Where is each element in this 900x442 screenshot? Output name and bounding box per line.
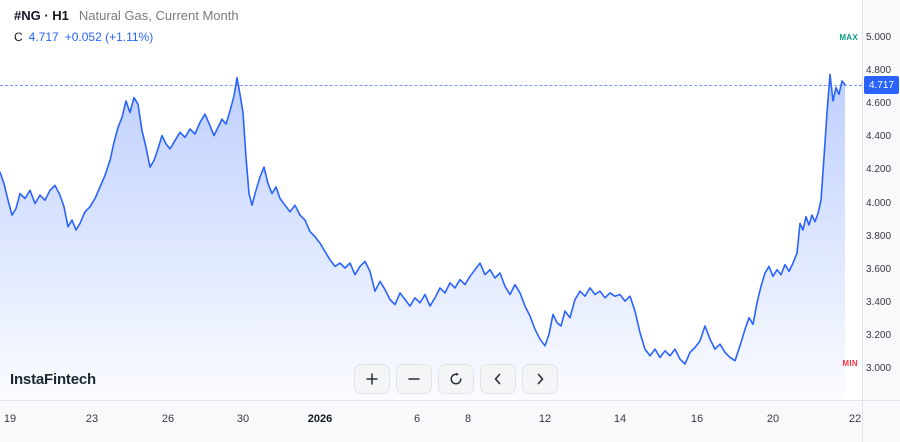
min-marker: MIN	[842, 359, 858, 368]
price-change-value: +0.052 (+1.11%)	[64, 30, 154, 44]
current-price-line	[0, 85, 862, 86]
price-tick-label: 3.800	[866, 231, 892, 242]
time-scale-divider	[0, 400, 900, 401]
price-scale[interactable]	[863, 0, 900, 400]
max-marker: MAX	[839, 33, 858, 42]
time-scale[interactable]: 19 23 26 30 2026 6 8 12 14 16 20 22	[0, 401, 900, 442]
price-tick-label: 4.000	[866, 198, 892, 209]
area-fill	[0, 74, 845, 400]
chevron-left-icon	[490, 371, 506, 387]
time-tick-label: 19	[3, 413, 17, 425]
time-tick-label: 6	[413, 413, 421, 425]
quote-row: C 4.717 +0.052 (+1.11%)	[14, 30, 239, 44]
chart-toolbar	[354, 364, 558, 394]
symbol-title[interactable]: #NG · H1	[14, 8, 69, 23]
price-tick-label: 4.200	[866, 164, 892, 175]
current-price-badge: 4.717	[864, 76, 899, 94]
last-price-value: 4.717	[28, 30, 59, 44]
price-tick-label: 4.800	[866, 65, 892, 76]
time-tick-label: 16	[690, 413, 704, 425]
time-tick-label: 22	[848, 413, 862, 425]
symbol-description: Natural Gas, Current Month	[78, 8, 239, 23]
time-tick-label: 20	[766, 413, 780, 425]
instafintech-logo: InstaFintech	[10, 371, 96, 388]
pan-left-button[interactable]	[480, 364, 516, 394]
chevron-right-icon	[532, 371, 548, 387]
price-tick-label: 4.400	[866, 131, 892, 142]
price-tick-label: 4.600	[866, 98, 892, 109]
zoom-in-button[interactable]	[354, 364, 390, 394]
price-tick-label: 5.000	[866, 32, 892, 43]
close-field-label: C	[14, 30, 23, 44]
minus-icon	[406, 371, 422, 387]
plus-icon	[364, 371, 380, 387]
time-tick-label: 30	[236, 413, 250, 425]
chart-legend: #NG · H1 Natural Gas, Current Month C 4.…	[14, 8, 239, 44]
price-tick-label: 3.200	[866, 330, 892, 341]
time-tick-label: 26	[161, 413, 175, 425]
time-tick-label: 14	[613, 413, 627, 425]
zoom-out-button[interactable]	[396, 364, 432, 394]
time-tick-label: 12	[538, 413, 552, 425]
time-tick-year-label: 2026	[307, 413, 333, 425]
time-tick-label: 8	[464, 413, 472, 425]
area-chart-canvas[interactable]	[0, 0, 862, 400]
refresh-icon	[448, 371, 464, 387]
price-tick-label: 3.400	[866, 297, 892, 308]
pan-right-button[interactable]	[522, 364, 558, 394]
price-line-series	[0, 73, 846, 365]
price-chart[interactable]	[0, 0, 862, 400]
time-tick-label: 23	[85, 413, 99, 425]
price-scale-divider	[862, 0, 863, 442]
reset-chart-button[interactable]	[438, 364, 474, 394]
price-tick-label: 3.000	[866, 363, 892, 374]
price-tick-label: 3.600	[866, 264, 892, 275]
